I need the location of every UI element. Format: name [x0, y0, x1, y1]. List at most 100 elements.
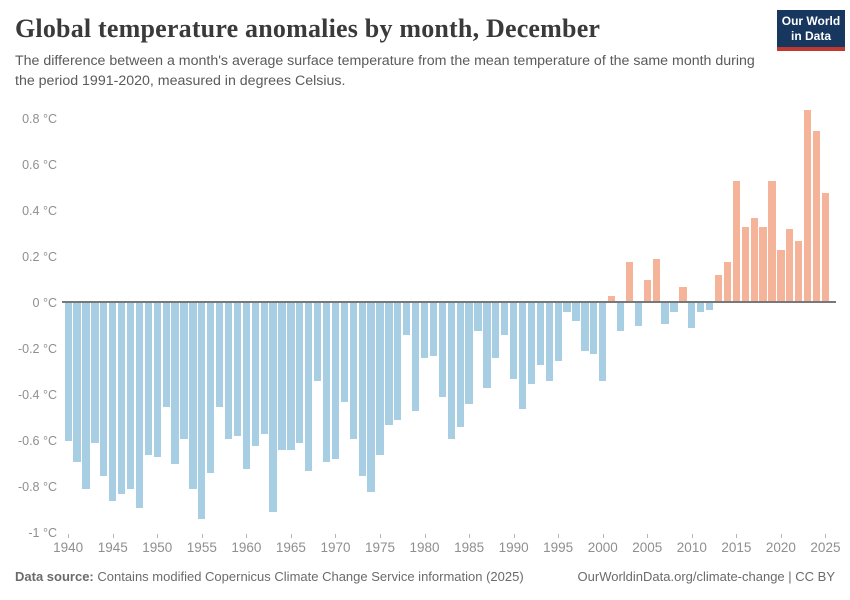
bar-1980[interactable]	[420, 303, 429, 359]
bar-2011[interactable]	[697, 303, 705, 313]
bar-2009[interactable]	[679, 286, 687, 303]
bar-1961[interactable]	[251, 303, 259, 446]
bar-2002[interactable]	[616, 303, 625, 331]
bar-1978[interactable]	[403, 303, 411, 336]
bar-2022[interactable]	[795, 240, 803, 303]
credit-link[interactable]: OurWorldinData.org/climate-change | CC B…	[577, 569, 835, 584]
bar-2008[interactable]	[670, 303, 678, 313]
bar-1996[interactable]	[563, 303, 571, 313]
bar-2005[interactable]	[643, 280, 651, 303]
bar-1947[interactable]	[126, 303, 135, 490]
bar-1986[interactable]	[474, 303, 482, 331]
bar-2003[interactable]	[625, 261, 634, 303]
bar-1941[interactable]	[73, 303, 81, 462]
bar-2021[interactable]	[786, 229, 794, 303]
bar-2025[interactable]	[821, 192, 830, 303]
bar-1998[interactable]	[581, 303, 589, 352]
bar-1990[interactable]	[510, 303, 518, 379]
bar-1992[interactable]	[527, 303, 536, 384]
x-axis-tick-label: 1995	[543, 540, 574, 555]
bar-1968[interactable]	[314, 303, 322, 382]
x-axis-tick	[424, 534, 426, 538]
bar-1956[interactable]	[207, 303, 215, 474]
bar-1970[interactable]	[331, 303, 340, 460]
bar-2016[interactable]	[741, 227, 749, 303]
bar-1963[interactable]	[269, 303, 277, 513]
bar-2024[interactable]	[812, 130, 821, 303]
bar-1994[interactable]	[545, 303, 553, 382]
gridline	[62, 533, 836, 534]
bar-2019[interactable]	[768, 181, 776, 303]
owid-logo-text: Our World in Data	[777, 10, 845, 47]
bar-2018[interactable]	[759, 227, 767, 303]
bar-1955[interactable]	[198, 303, 206, 520]
bar-1983[interactable]	[447, 303, 455, 439]
bar-1944[interactable]	[100, 303, 108, 476]
bar-1950[interactable]	[153, 303, 161, 458]
gridline	[62, 487, 836, 488]
bar-1966[interactable]	[296, 303, 304, 444]
x-axis-tick-label: 1975	[364, 540, 396, 555]
bar-1951[interactable]	[162, 303, 170, 407]
bar-1957[interactable]	[216, 303, 224, 407]
x-axis-tick	[736, 534, 738, 538]
bar-2007[interactable]	[661, 303, 669, 324]
bar-2006[interactable]	[652, 259, 660, 303]
bar-1981[interactable]	[429, 303, 438, 356]
bar-1959[interactable]	[233, 303, 242, 437]
bar-1969[interactable]	[322, 303, 331, 462]
bar-1987[interactable]	[483, 303, 491, 389]
bar-1997[interactable]	[572, 303, 580, 322]
bar-1943[interactable]	[91, 303, 99, 444]
bar-2010[interactable]	[688, 303, 696, 329]
bar-2017[interactable]	[750, 217, 758, 303]
bar-1949[interactable]	[144, 303, 153, 455]
bar-1962[interactable]	[260, 303, 268, 435]
bar-1945[interactable]	[109, 303, 117, 501]
bar-2001[interactable]	[607, 296, 616, 303]
bar-1946[interactable]	[118, 303, 126, 494]
bar-1989[interactable]	[501, 303, 509, 336]
data-source-label: Data source:	[15, 569, 94, 584]
bar-1954[interactable]	[189, 303, 197, 490]
bar-1976[interactable]	[385, 303, 393, 425]
owid-logo[interactable]: Our World in Data	[777, 10, 845, 51]
bar-1940[interactable]	[64, 303, 72, 441]
bar-2012[interactable]	[705, 303, 714, 310]
bar-1952[interactable]	[171, 303, 179, 464]
bar-1977[interactable]	[394, 303, 402, 421]
bar-1993[interactable]	[536, 303, 545, 366]
bar-1991[interactable]	[518, 303, 527, 409]
bar-2020[interactable]	[777, 250, 785, 303]
gridline	[62, 165, 836, 166]
bar-1979[interactable]	[412, 303, 420, 412]
bar-2013[interactable]	[714, 275, 723, 303]
bar-1942[interactable]	[82, 303, 90, 490]
bar-1999[interactable]	[590, 303, 598, 354]
bar-1953[interactable]	[180, 303, 188, 439]
bar-1965[interactable]	[287, 303, 295, 451]
bar-2014[interactable]	[723, 261, 732, 303]
bar-1960[interactable]	[242, 303, 251, 469]
bar-1973[interactable]	[358, 303, 366, 476]
bar-2023[interactable]	[803, 109, 812, 303]
x-axis-tick	[469, 534, 471, 538]
x-axis-tick-label: 2005	[632, 540, 663, 555]
bar-1971[interactable]	[340, 303, 349, 402]
bar-2004[interactable]	[634, 303, 643, 326]
bar-1985[interactable]	[465, 303, 473, 405]
bar-1984[interactable]	[456, 303, 464, 428]
bar-1988[interactable]	[492, 303, 500, 359]
bar-1982[interactable]	[438, 303, 447, 398]
bar-1974[interactable]	[367, 303, 375, 492]
bar-1948[interactable]	[135, 303, 144, 508]
data-source-note: Data source: Contains modified Copernicu…	[15, 569, 524, 584]
bar-1995[interactable]	[554, 303, 562, 361]
bar-2000[interactable]	[599, 303, 607, 382]
bar-1975[interactable]	[376, 303, 384, 455]
bar-1972[interactable]	[349, 303, 357, 439]
bar-1958[interactable]	[224, 303, 233, 439]
bar-2015[interactable]	[732, 181, 741, 303]
bar-1967[interactable]	[305, 303, 313, 471]
bar-1964[interactable]	[278, 303, 286, 451]
